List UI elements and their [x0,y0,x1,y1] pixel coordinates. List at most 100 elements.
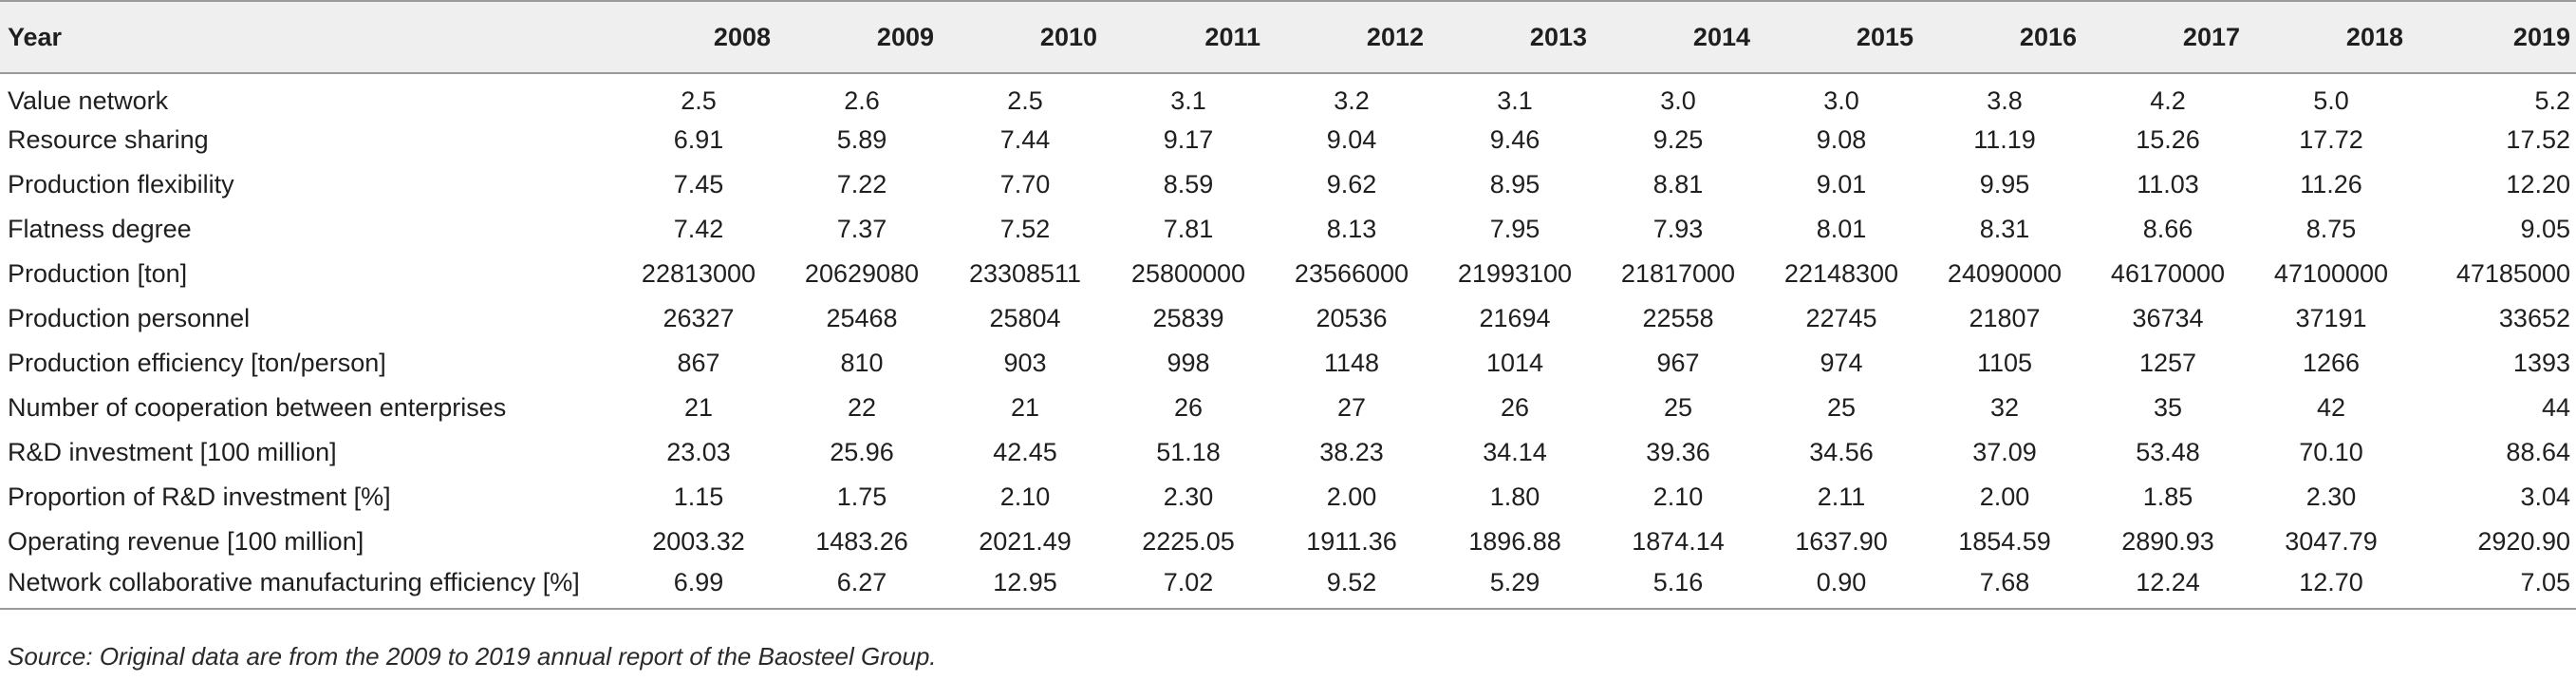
table-cell: 3.04 [2520,482,2570,511]
table-cell: 11.03 [2137,170,2199,199]
table-cell: 25468 [826,304,898,332]
table-cell: 70.10 [2299,438,2363,466]
table-footnote: Source: Original data are from the 2009 … [8,642,937,671]
table-row: Value network 2.5 2.6 2.5 3.1 3.2 3.1 3.0 3.0 3.8… [0,73,2576,118]
table-cell: 44 [2541,393,2570,422]
table-cell: 7.02 [1107,564,1270,610]
table-cell: 8.01 [1816,215,1867,243]
table-cell: 39.36 [1646,438,1710,466]
table-row: Network collaborative manufacturing effi… [0,564,2576,610]
table-cell: 998 [1167,349,1210,377]
row-label: Production [ton] [8,259,188,288]
row-label: Network collaborative manufacturing effi… [0,564,617,610]
table-cell: 42 [2316,393,2346,422]
table-row: R&D investment [100 million] 23.03 25.96 42… [0,430,2576,475]
header-row: Year 2008 2009 2010 2011 2012 2013 2014 2015 201… [0,0,2576,74]
table-cell: 0.90 [1760,564,1923,610]
table-cell: 2021.49 [979,527,1072,556]
table-cell: 3.1 [1497,85,1533,115]
table-cell: 3047.79 [2285,527,2378,556]
table-cell: 8.59 [1163,170,1214,199]
table-cell: 32 [1989,393,2020,422]
table-cell: 21807 [1969,304,2041,332]
table-cell: 5.2 [2534,85,2570,115]
table-cell: 12.24 [2086,564,2249,610]
table-cell: 3.1 [1170,85,1206,115]
table-cell: 1257 [2138,349,2197,377]
header-year: 2011 [1107,0,1270,74]
table-cell: 9.52 [1270,564,1433,610]
table-cell: 3.2 [1334,85,1370,115]
table-cell: 2.11 [1817,482,1866,511]
table-cell: 47100000 [2273,259,2389,288]
table-cell: 6.27 [780,564,943,610]
table-cell: 22 [847,393,877,422]
table-cell: 47185000 [2455,259,2570,288]
table-cell: 21694 [1479,304,1551,332]
table-cell: 17.72 [2299,125,2363,154]
table-cell: 3.0 [1660,85,1696,115]
table-cell: 9.95 [1979,170,2030,199]
table-cell: 2003.32 [652,527,745,556]
table-cell: 37191 [2295,304,2367,332]
table-row: Proportion of R&D investment [%] 1.15 1.75… [0,475,2576,520]
table-cell: 1874.14 [1632,527,1725,556]
table-cell: 9.62 [1326,170,1377,199]
table-cell: 1014 [1485,349,1544,377]
table-cell: 11.26 [2300,170,2362,199]
table-cell: 25.96 [830,438,894,466]
table-cell: 974 [1820,349,1863,377]
table-cell: 37.09 [1972,438,2037,466]
table-cell: 5.89 [836,125,887,154]
table-cell: 26 [1500,393,1530,422]
table-cell: 2.5 [681,85,717,115]
table-cell: 42.45 [993,438,1057,466]
table-cell: 53.48 [2136,438,2200,466]
table-cell: 8.66 [2142,215,2193,243]
table-cell: 34.14 [1483,438,1547,466]
header-year: 2014 [1596,0,1760,74]
table-cell: 5.16 [1596,564,1760,610]
row-label: Flatness degree [8,215,192,243]
table-cell: 7.22 [836,170,887,199]
header-year: 2016 [1923,0,2086,74]
table-row: Production flexibility 7.45 7.22 7.70 8.59 9.… [0,162,2576,207]
table-cell: 6.91 [673,125,724,154]
table-cell: 7.52 [999,215,1051,243]
table-cell: 7.45 [673,170,724,199]
table-cell: 21 [683,393,714,422]
header-year: 2010 [943,0,1107,74]
table-cell: 2920.90 [2477,527,2570,556]
table-cell: 1896.88 [1468,527,1561,556]
table-row: Operating revenue [100 million] 2003.32 14… [0,520,2576,564]
row-label: Resource sharing [8,125,209,154]
table-cell: 3.0 [1823,85,1859,115]
table-cell: 7.93 [1652,215,1704,243]
table-cell: 1105 [1976,349,2033,377]
table-cell: 5.29 [1433,564,1596,610]
table-cell: 867 [677,349,720,377]
table-cell: 7.68 [1923,564,2086,610]
table-cell: 9.46 [1489,125,1540,154]
table-cell: 7.70 [999,170,1051,199]
table-cell: 9.05 [2520,215,2570,243]
table-cell: 15.26 [2136,125,2200,154]
table-row: Production [ton] 22813000 20629080 23308511… [0,252,2576,296]
table-cell: 1148 [1323,349,1380,377]
table-cell: 2.5 [1007,85,1043,115]
table-row: Production personnel 26327 25468 25804 25839… [0,296,2576,341]
table-cell: 22558 [1642,304,1714,332]
table-cell: 7.44 [999,125,1051,154]
table-cell: 27 [1336,393,1367,422]
table-row: Production efficiency [ton/person] 867 810… [0,341,2576,386]
table-row: Flatness degree 7.42 7.37 7.52 7.81 8.13 7.95 7… [0,207,2576,252]
table-cell: 26 [1173,393,1204,422]
table-cell: 17.52 [2506,125,2570,154]
table-cell: 810 [840,349,884,377]
table-cell: 23.03 [666,438,731,466]
table-cell: 20629080 [804,259,920,288]
table-cell: 3.8 [1987,85,2023,115]
table-cell: 2225.05 [1142,527,1235,556]
header-year: 2012 [1270,0,1433,74]
